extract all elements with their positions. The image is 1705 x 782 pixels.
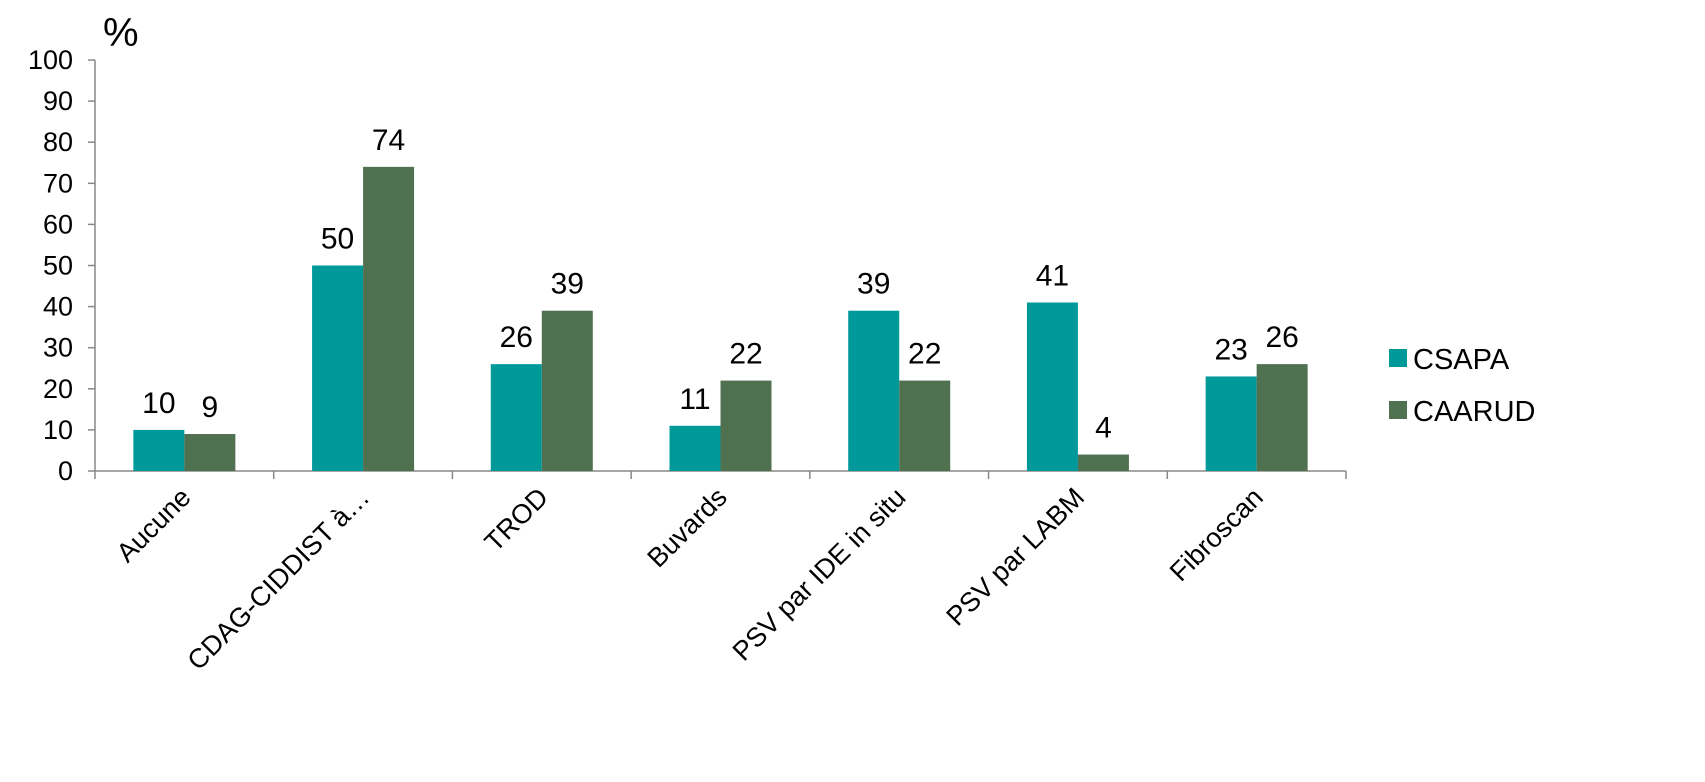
y-tick-label: 70 — [43, 168, 73, 198]
y-tick-label: 50 — [43, 251, 73, 281]
y-tick-label: 40 — [43, 292, 73, 322]
category-label: Buvards — [641, 482, 732, 573]
y-tick-label: 20 — [43, 374, 73, 404]
bar-caarud — [541, 310, 593, 471]
data-label: 11 — [679, 383, 710, 416]
bar-caarud — [899, 380, 951, 471]
y-unit-label: % — [103, 11, 139, 55]
legend-swatch-caarud — [1389, 401, 1407, 419]
data-label: 9 — [202, 391, 219, 424]
y-tick-label: 90 — [43, 86, 73, 116]
data-label: 4 — [1095, 412, 1112, 445]
bar-caarud — [1077, 454, 1129, 471]
legend-label-caarud: CAARUD — [1413, 396, 1535, 428]
legend-swatch-csapa — [1389, 349, 1407, 367]
category-label: Aucune — [111, 482, 197, 568]
data-label: 22 — [908, 338, 941, 371]
data-label: 26 — [500, 321, 533, 354]
bar-csapa — [312, 265, 364, 471]
category-label: CDAG-CIDDIST à… — [182, 482, 376, 676]
data-label: 39 — [857, 268, 890, 301]
y-tick-label: 100 — [28, 45, 73, 75]
data-labels: 10 50 26 11 39 41 23 9 74 39 22 22 4 26 — [142, 124, 1299, 445]
legend: CSAPA CAARUD — [1389, 344, 1535, 428]
data-label: 50 — [321, 223, 354, 256]
legend-label-csapa: CSAPA — [1413, 344, 1510, 376]
bar-caarud — [720, 380, 772, 471]
y-tick-label: 10 — [43, 415, 73, 445]
data-label: 26 — [1265, 321, 1298, 354]
bar-caarud — [363, 166, 415, 472]
data-label: 10 — [142, 387, 175, 420]
data-label: 41 — [1036, 259, 1069, 292]
y-tick-label: 60 — [43, 209, 73, 239]
y-tick-label: 80 — [43, 127, 73, 157]
bar-csapa — [848, 310, 900, 471]
category-label: Fibroscan — [1164, 482, 1269, 587]
data-label: 74 — [372, 124, 405, 157]
bar-series — [133, 166, 1308, 472]
bar-csapa — [1026, 302, 1078, 471]
y-tick-label: 0 — [58, 456, 73, 486]
bar-csapa — [490, 364, 542, 471]
category-label: TROD — [479, 482, 554, 557]
data-label: 39 — [551, 268, 584, 301]
bar-csapa — [1205, 376, 1257, 471]
bar-csapa — [133, 429, 185, 471]
category-label: PSV par LABM — [941, 482, 1091, 632]
bar-csapa — [669, 425, 721, 471]
y-tick-label: 30 — [43, 333, 73, 363]
y-axis-ticks: 0 10 20 30 40 50 60 70 80 90 100 — [28, 45, 95, 486]
bar-caarud — [1256, 364, 1308, 471]
x-axis-ticks — [94, 471, 1347, 479]
data-label: 23 — [1214, 333, 1247, 366]
data-label: 22 — [729, 338, 762, 371]
category-label: PSV par IDE in situ — [727, 482, 912, 667]
bar-caarud — [184, 434, 236, 471]
